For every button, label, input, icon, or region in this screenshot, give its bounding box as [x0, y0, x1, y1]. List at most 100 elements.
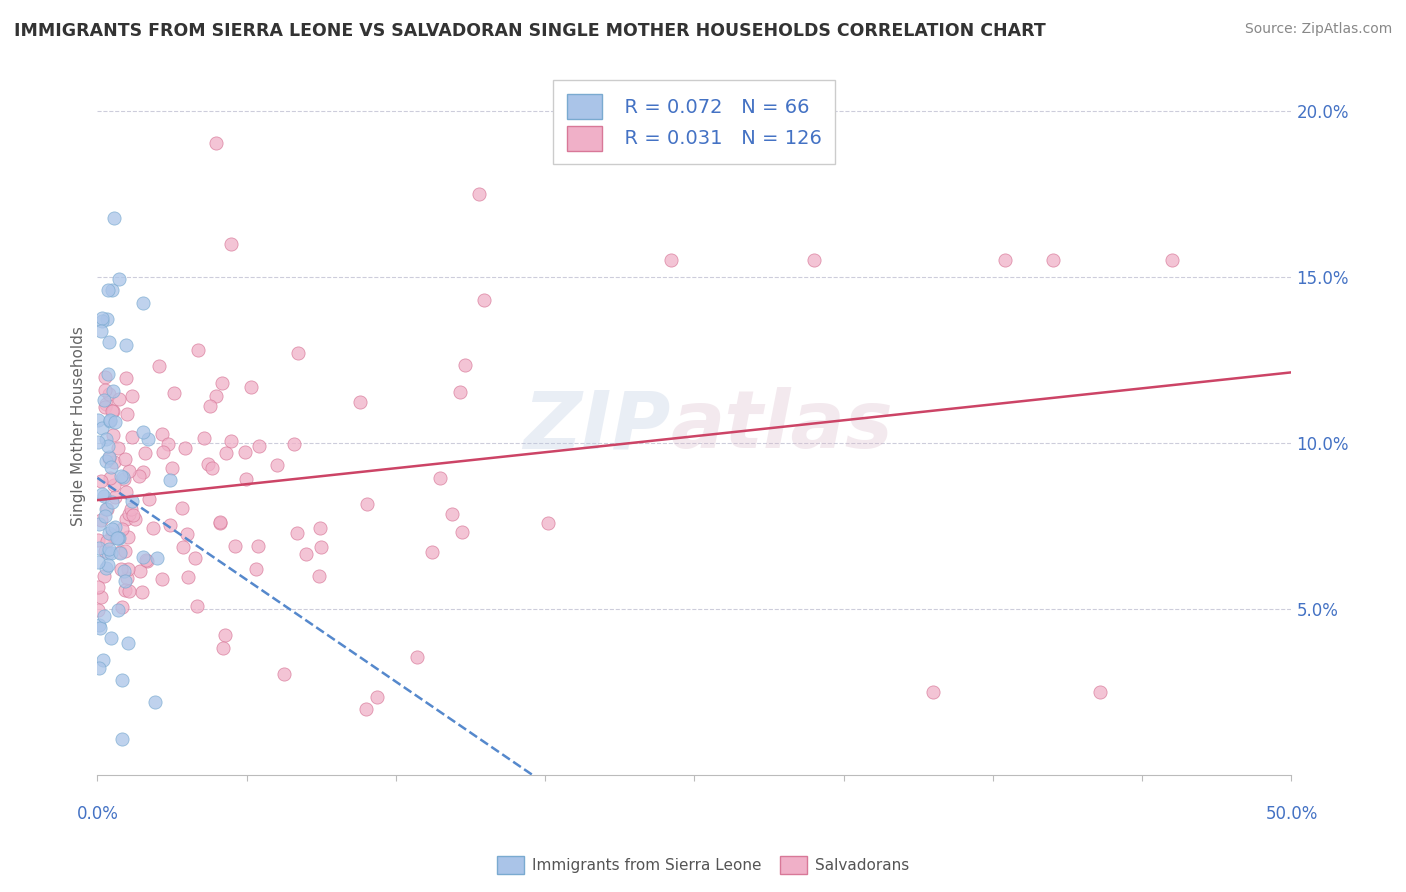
Point: [98, 471, 121, 485]
Point: [90, 512, 112, 526]
Point: [472, 293, 495, 307]
Point: [152, 445, 174, 459]
Point: [163, 386, 186, 401]
Point: [156, 436, 179, 450]
Point: [172, 540, 194, 554]
Point: [132, 425, 155, 440]
Point: [96, 439, 118, 453]
Point: [87, 617, 110, 632]
Point: [1090, 685, 1112, 699]
Point: [247, 439, 270, 453]
Point: [273, 666, 295, 681]
Point: [101, 384, 124, 398]
Point: [160, 461, 183, 475]
Point: [150, 572, 173, 586]
Text: 0.0%: 0.0%: [76, 805, 118, 823]
Text: Source: ZipAtlas.com: Source: ZipAtlas.com: [1244, 22, 1392, 37]
Point: [208, 516, 231, 531]
Point: [107, 392, 129, 406]
Point: [193, 431, 215, 445]
Point: [91, 314, 114, 328]
Point: [98, 414, 121, 428]
Point: [117, 562, 139, 576]
Point: [107, 442, 129, 456]
Point: [117, 571, 139, 585]
Point: [100, 404, 122, 418]
Point: [94, 502, 117, 516]
Point: [246, 539, 269, 553]
Point: [449, 384, 471, 399]
Point: [429, 471, 451, 485]
Point: [96, 311, 118, 326]
Point: [159, 473, 181, 487]
Point: [308, 569, 330, 583]
Legend: Immigrants from Sierra Leone, Salvadorans: Immigrants from Sierra Leone, Salvadoran…: [491, 850, 915, 880]
Point: [89, 621, 111, 635]
Point: [94, 397, 117, 411]
Point: [440, 507, 463, 521]
Point: [96, 533, 118, 548]
Point: [211, 376, 233, 390]
Point: [205, 388, 228, 402]
Point: [922, 685, 945, 699]
Point: [117, 530, 139, 544]
Point: [287, 346, 309, 360]
Point: [93, 608, 115, 623]
Point: [135, 553, 157, 567]
Point: [104, 520, 127, 534]
Point: [110, 599, 132, 614]
Point: [115, 511, 138, 525]
Point: [208, 515, 231, 529]
Point: [366, 690, 388, 704]
Point: [138, 433, 160, 447]
Point: [308, 521, 330, 535]
Point: [87, 541, 110, 556]
Point: [176, 526, 198, 541]
Point: [89, 661, 111, 675]
Point: [659, 253, 682, 268]
Text: IMMIGRANTS FROM SIERRA LEONE VS SALVADORAN SINGLE MOTHER HOUSEHOLDS CORRELATION : IMMIGRANTS FROM SIERRA LEONE VS SALVADOR…: [14, 22, 1046, 40]
Point: [111, 673, 134, 688]
Point: [233, 445, 256, 459]
Text: 50.0%: 50.0%: [1265, 805, 1317, 823]
Point: [111, 731, 134, 746]
Point: [98, 335, 121, 350]
Point: [94, 400, 117, 414]
Point: [104, 490, 127, 504]
Point: [91, 486, 114, 500]
Text: ZIP: ZIP: [523, 387, 671, 466]
Point: [121, 389, 143, 403]
Point: [87, 434, 110, 449]
Point: [537, 516, 560, 530]
Point: [105, 531, 128, 545]
Y-axis label: Single Mother Households: Single Mother Households: [72, 326, 86, 526]
Point: [87, 555, 110, 569]
Point: [187, 343, 209, 357]
Point: [224, 540, 246, 554]
Point: [214, 628, 236, 642]
Point: [96, 453, 118, 467]
Point: [112, 565, 135, 579]
Point: [103, 211, 125, 225]
Point: [1161, 253, 1184, 268]
Point: [108, 531, 131, 545]
Point: [117, 636, 139, 650]
Point: [103, 455, 125, 469]
Point: [108, 272, 131, 286]
Point: [354, 701, 377, 715]
Point: [115, 407, 138, 421]
Point: [406, 650, 429, 665]
Point: [134, 445, 156, 459]
Point: [97, 558, 120, 572]
Point: [101, 403, 124, 417]
Point: [114, 452, 136, 467]
Point: [100, 631, 122, 645]
Point: [90, 324, 112, 338]
Point: [219, 236, 242, 251]
Text: atlas: atlas: [671, 387, 893, 466]
Point: [451, 525, 474, 540]
Point: [128, 469, 150, 483]
Point: [114, 574, 136, 588]
Point: [114, 582, 136, 597]
Point: [93, 508, 115, 523]
